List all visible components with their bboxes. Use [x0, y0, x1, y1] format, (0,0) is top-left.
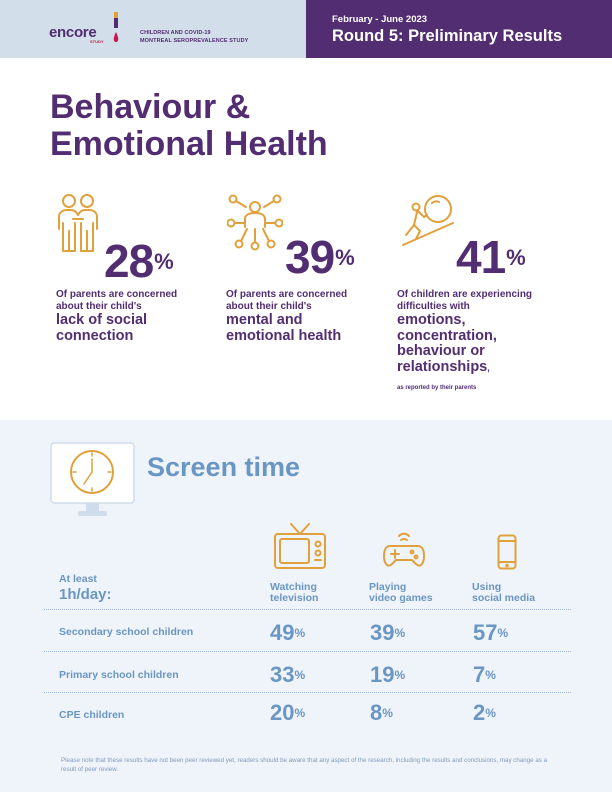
row-label-primary: Primary school children [59, 669, 179, 681]
row-secondary-video-games: 39% [370, 622, 405, 644]
stat-mental-health-line1: Of parents are concerned [226, 289, 348, 300]
row-secondary-social-media: 57% [473, 622, 508, 644]
stat-lack-social-number: 28 [104, 235, 154, 287]
row-cpe-social-media: 2% [473, 702, 496, 724]
percent-symbol: % [506, 245, 526, 270]
stat-difficulties-value: 41% [456, 231, 526, 283]
row-primary-social-media: 7% [473, 664, 496, 686]
row-cpe-television-value: 20 [270, 700, 295, 725]
percent-symbol: % [485, 706, 496, 720]
stat-difficulties-number: 41 [456, 231, 506, 283]
row-primary-video-games: 19% [370, 664, 405, 686]
page-title-line2: Emotional Health [50, 125, 328, 163]
percent-symbol: % [394, 626, 406, 640]
stat-difficulties-line2: difficulties with [397, 301, 470, 312]
test-tube-icon [113, 12, 119, 42]
row-secondary-social-media-value: 57 [473, 620, 498, 645]
people-icon [58, 194, 98, 252]
header-right-panel [306, 0, 612, 58]
stat-mental-health-text: Of parents are concerned about their chi… [226, 289, 347, 344]
stat-lack-social-text: Of parents are concerned about their chi… [56, 289, 177, 344]
stat-difficulties-emphasis3: behaviour or [397, 343, 485, 359]
percent-symbol: % [294, 668, 306, 682]
stat-mental-health-line2: about their child's [226, 301, 312, 312]
stat-lack-social-emphasis1: lack of social [56, 312, 148, 328]
stat-lack-social-line2: about their child's [56, 301, 142, 312]
pushing-boulder-icon [402, 195, 454, 246]
percent-symbol: % [497, 626, 509, 640]
row-primary-video-games-value: 19 [370, 662, 395, 687]
stat-difficulties-emphasis2: concentration, [397, 327, 497, 344]
smartphone-icon [497, 534, 517, 570]
stat-difficulties-emphasis1: emotions, [397, 312, 466, 328]
row-cpe-video-games: 8% [370, 702, 393, 724]
percent-symbol: % [485, 668, 496, 682]
row-cpe-video-games-value: 8 [370, 700, 383, 725]
row-secondary-television: 49% [270, 622, 305, 644]
page-title: Behaviour & Emotional Health [50, 89, 328, 163]
column-header-social-media: Using social media [472, 582, 535, 604]
peer-review-footnote: Please note that these results have not … [61, 757, 548, 773]
stat-mental-health-emphasis2: emotional health [226, 327, 342, 344]
stat-lack-social-value: 28% [104, 235, 174, 287]
row-cpe-social-media-value: 2 [473, 700, 486, 725]
column-header-social-media-line1: Using [472, 581, 502, 593]
study-subtitle: CHILDREN AND COVID-19 MONTREAL SEROPREVA… [140, 29, 248, 45]
column-header-television-line2: television [270, 592, 319, 604]
header-left-panel [0, 0, 306, 58]
study-subtitle-line1: CHILDREN AND COVID-19 [140, 30, 211, 36]
page-title-line1: Behaviour & [50, 88, 251, 126]
table-divider [44, 692, 571, 693]
study-subtitle-line2: MONTREAL SEROPREVALENCE STUDY [140, 38, 249, 44]
table-divider [44, 651, 571, 652]
round-title: Round 5: Preliminary Results [332, 27, 563, 45]
row-primary-social-media-value: 7 [473, 662, 486, 687]
television-icon [274, 523, 326, 569]
network-person-icon [227, 194, 283, 251]
logo-study-label: STUDY [90, 39, 104, 44]
stat-difficulties-emphasis4-word: relationships [397, 358, 488, 375]
row-primary-television-value: 33 [270, 662, 295, 687]
stat-difficulties-comma: , [487, 362, 490, 373]
column-header-video-games-line2: video games [369, 592, 433, 604]
row-label-secondary: Secondary school children [59, 626, 194, 638]
table-divider [44, 609, 571, 610]
percent-symbol: % [394, 668, 406, 682]
date-range: February - June 2023 [332, 14, 428, 25]
clock-monitor-icon [50, 442, 135, 516]
column-header-video-games: Playing video games [369, 582, 433, 604]
stat-mental-health-value: 39% [285, 231, 355, 283]
stat-difficulties-emphasis4: relationships, [397, 358, 532, 377]
stat-lack-social-emphasis2: connection [56, 327, 134, 344]
percent-symbol: % [154, 249, 174, 274]
column-header-video-games-line1: Playing [369, 581, 407, 593]
screen-time-title: Screen time [147, 452, 301, 482]
row-label-cpe: CPE children [59, 709, 125, 721]
at-least-label: At least [59, 573, 97, 585]
row-secondary-television-value: 49 [270, 620, 295, 645]
percent-symbol: % [294, 706, 306, 720]
stat-mental-health-emphasis1: mental and [226, 312, 303, 328]
column-header-television-line1: Watching [270, 581, 317, 593]
stat-difficulties-text: Of children are experiencing difficultie… [397, 289, 532, 394]
stat-difficulties-note: as reported by their parents [397, 385, 477, 391]
row-cpe-television: 20% [270, 702, 305, 724]
encore-logo: encore [49, 24, 97, 41]
stat-lack-social-line1: Of parents are concerned [56, 289, 178, 300]
percent-symbol: % [294, 626, 306, 640]
column-header-television: Watching television [270, 582, 318, 604]
stat-mental-health-number: 39 [285, 231, 335, 283]
gamepad-icon [383, 532, 425, 567]
row-secondary-video-games-value: 39 [370, 620, 395, 645]
stat-difficulties-line1: Of children are experiencing [397, 289, 533, 300]
row-primary-television: 33% [270, 664, 305, 686]
percent-symbol: % [382, 706, 393, 720]
per-day-label: 1h/day: [59, 586, 112, 603]
column-header-social-media-line2: social media [472, 592, 536, 604]
percent-symbol: % [335, 245, 355, 270]
